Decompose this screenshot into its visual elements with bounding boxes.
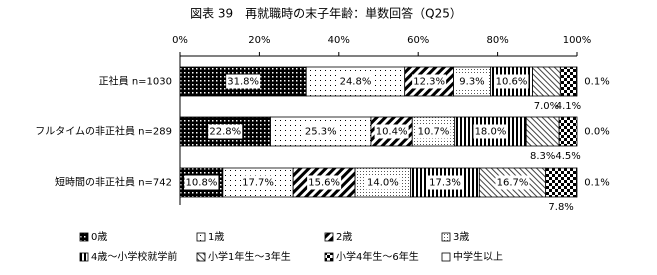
value-label: 31.8%: [227, 77, 259, 88]
legend-label: 0歳: [91, 231, 107, 243]
legend-swatch: [79, 252, 89, 262]
label-box: [184, 175, 219, 190]
legend-label: 4歳～小学校就学前: [91, 250, 177, 263]
value-label: 0.1%: [584, 77, 609, 88]
value-label: 9.3%: [459, 77, 484, 88]
value-label: 7.0%: [534, 101, 559, 112]
y-tick-label: 正社員 n=1030: [99, 75, 172, 88]
label-box: [338, 74, 373, 89]
legend-label: 3歳: [453, 231, 469, 243]
value-label: 10.8%: [186, 178, 218, 189]
y-tick-label: フルタイムの非正社員 n=289: [35, 125, 172, 138]
legend-swatch: [324, 252, 334, 262]
bar-segment: [525, 116, 560, 147]
label-box: [226, 74, 261, 89]
label-box: [365, 175, 400, 190]
label-box: [494, 74, 529, 89]
label-box: [495, 175, 530, 190]
bar-segment: [478, 167, 547, 198]
bar-segment: [558, 116, 578, 147]
value-label: 22.8%: [209, 127, 241, 138]
value-label: 8.3%: [530, 151, 555, 162]
legend-swatch: [196, 252, 206, 262]
value-label: 17.3%: [429, 178, 461, 189]
value-label: 24.8%: [340, 77, 372, 88]
value-label: 25.3%: [305, 127, 337, 138]
value-label: 4.5%: [555, 151, 580, 162]
bar-segment: [545, 167, 578, 198]
legend-swatch: [324, 232, 334, 242]
y-tick-label: 短時間の非正社員 n=742: [55, 176, 172, 189]
x-tick-label: 80%: [486, 35, 508, 46]
value-label: 7.8%: [548, 202, 573, 213]
label-box: [454, 74, 489, 89]
value-label: 12.3%: [413, 77, 445, 88]
legend-label: 2歳: [336, 231, 352, 243]
value-label: 0.1%: [584, 178, 609, 189]
legend-label: 小学1年生～3年生: [208, 250, 291, 263]
bar-segment: [559, 66, 578, 97]
x-tick-label: 40%: [328, 35, 350, 46]
x-tick-label: 100%: [563, 35, 592, 46]
legend-swatch: [196, 232, 206, 242]
value-label: 10.7%: [418, 127, 450, 138]
label-box: [303, 124, 338, 139]
legend-swatch: [441, 252, 451, 262]
value-label: 4.1%: [556, 101, 581, 112]
legend-swatch: [441, 232, 451, 242]
label-box: [416, 124, 451, 139]
legend-swatch: [79, 232, 89, 242]
legend-label: 1歳: [208, 231, 224, 243]
value-label: 10.6%: [496, 77, 528, 88]
value-label: 10.4%: [376, 127, 408, 138]
value-label: 0.0%: [584, 127, 609, 138]
label-box: [208, 124, 243, 139]
label-box: [412, 74, 447, 89]
value-label: 17.7%: [242, 178, 274, 189]
label-box: [307, 175, 342, 190]
x-tick-label: 20%: [248, 35, 270, 46]
label-box: [241, 175, 276, 190]
value-label: 14.0%: [367, 178, 399, 189]
x-tick-label: 0%: [172, 35, 188, 46]
legend-label: 中学生以上: [453, 250, 503, 263]
chart-title: 図表 39 再就職時の末子年齢：単数回答（Q25）: [190, 6, 462, 21]
label-box: [374, 124, 409, 139]
bar-segment: [532, 66, 561, 97]
legend-label: 小学4年生～6年生: [336, 250, 419, 263]
x-tick-label: 60%: [407, 35, 429, 46]
value-label: 15.6%: [308, 178, 340, 189]
value-label: 18.0%: [475, 127, 507, 138]
label-box: [473, 124, 508, 139]
label-box: [427, 175, 462, 190]
value-label: 16.7%: [497, 178, 529, 189]
